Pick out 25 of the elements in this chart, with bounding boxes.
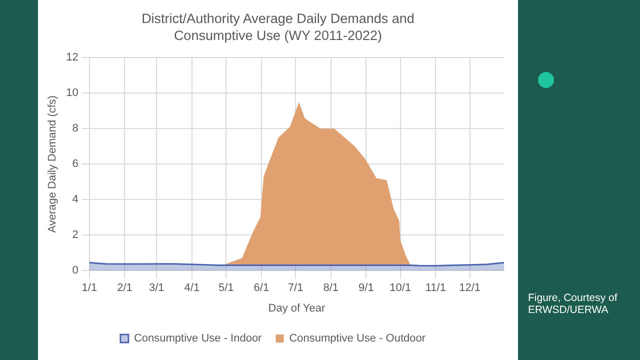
x-tick-label: 7/1 — [288, 282, 304, 294]
y-tick-label: 10 — [66, 87, 78, 100]
x-tick-label: 12/1 — [459, 282, 481, 294]
x-tick-label: 11/1 — [425, 282, 446, 294]
legend-label: Consumptive Use - Indoor — [134, 332, 262, 345]
x-tick-label: 8/1 — [323, 282, 339, 294]
y-tick-label: 0 — [72, 264, 78, 277]
text: Figure, Courtesy of ERWSD/UERWA — [528, 292, 618, 316]
legend-label: Consumptive Use - Outdoor — [289, 332, 426, 345]
y-tick-label: 2 — [72, 229, 78, 242]
x-tick-label: 4/1 — [184, 282, 200, 294]
y-axis-title: Average Daily Demand (cfs) — [46, 95, 59, 233]
x-tick-label: 5/1 — [218, 282, 234, 294]
x-tick-label: 3/1 — [148, 282, 164, 294]
x-tick-label: 1/1 — [82, 282, 98, 294]
chart-title: District/Authority Average Daily Demands and Consumptive Use (WY 2011-2022) — [140, 10, 416, 44]
y-tick-label: 4 — [72, 194, 78, 206]
x-tick-label: 9/1 — [358, 282, 374, 294]
x-axis-title: Day of Year — [268, 302, 326, 314]
y-tick-label: 8 — [72, 122, 78, 135]
x-tick-label: 2/1 — [117, 282, 132, 294]
y-tick-label: 12 — [66, 52, 78, 64]
y-tick-label: 6 — [72, 158, 78, 170]
x-tick-label: 10/1 — [390, 282, 412, 294]
x-tick-label: 6/1 — [254, 282, 270, 294]
